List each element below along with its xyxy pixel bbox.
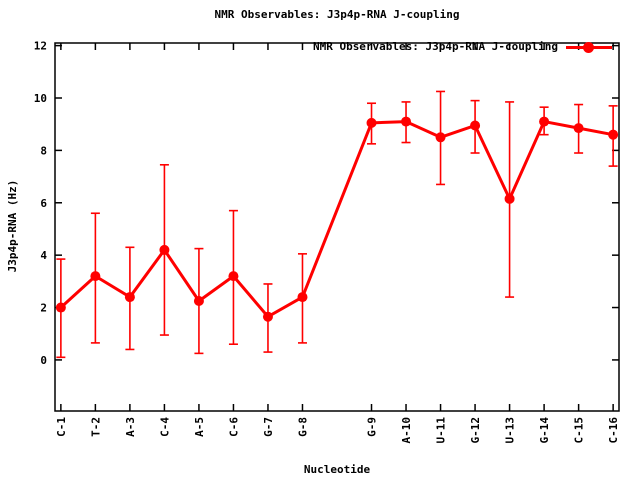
data-point [608,129,619,140]
x-tick-label: C-1 [55,417,68,437]
legend-line-sample [566,41,612,53]
y-tick-label: 0 [40,354,47,367]
x-tick-label: A-5 [193,417,206,437]
data-point [55,302,66,313]
data-point [124,292,135,303]
x-tick-label: G-7 [262,417,275,437]
data-point [401,116,412,127]
data-point [297,292,308,303]
data-point [573,123,584,134]
data-point [262,311,273,322]
y-tick-label: 2 [40,302,47,315]
plot-border [54,42,620,412]
series-line [59,120,615,319]
y-tick-label: 6 [40,197,47,210]
data-point [90,271,101,282]
x-tick-label: C-15 [573,417,586,444]
data-point [228,271,239,282]
x-tick-label: C-16 [607,417,620,444]
x-tick-label: G-9 [366,417,379,437]
data-point [366,117,377,128]
data-point [435,132,446,143]
data-point [470,120,481,131]
x-tick-label: C-6 [227,417,240,437]
y-tick-label: 8 [40,144,47,157]
data-point [159,244,170,255]
y-tick-label: 4 [40,249,47,262]
data-point [504,193,515,204]
x-tick-label: U-11 [435,417,448,444]
chart-title: NMR Observables: J3p4p-RNA J-coupling [214,8,460,21]
x-tick-label: T-2 [89,417,102,437]
x-axis-title: Nucleotide [303,463,371,476]
y-axis-title: J3p4p-RNA (Hz) [6,179,19,273]
x-tick-label: A-3 [124,417,137,437]
x-tick-label: U-13 [504,417,517,444]
legend: NMR Observables: J3p4p-RNA J-coupling [313,41,612,53]
legend-label: NMR Observables: J3p4p-RNA J-coupling [312,40,558,53]
data-point [193,295,204,306]
y-tick-label: 10 [34,92,47,105]
x-tick-label: A-10 [400,417,413,444]
x-tick-label: G-8 [296,417,309,437]
legend-point-icon [583,41,594,53]
data-point [539,116,550,127]
x-tick-label: G-14 [538,417,551,444]
y-tick-label: 12 [34,40,47,53]
x-tick-label: C-4 [158,417,171,437]
x-tick-label: G-12 [469,417,482,444]
